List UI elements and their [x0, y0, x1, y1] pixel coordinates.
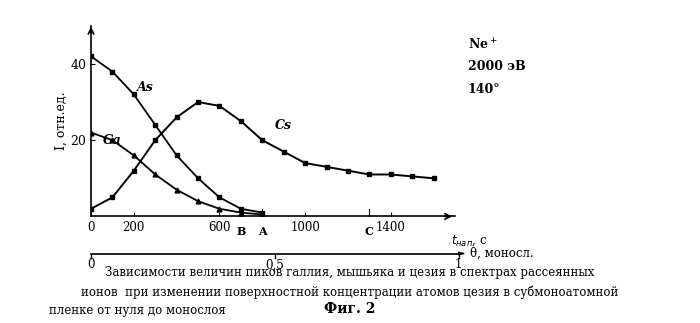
Text: ионов  при изменении поверхностной концентрации атомов цезия в субмоноатомной: ионов при изменении поверхностной концен… — [81, 285, 619, 299]
Text: B: B — [236, 226, 246, 237]
Text: As: As — [137, 81, 154, 94]
Text: A: A — [258, 226, 267, 237]
Text: 0,5: 0,5 — [265, 258, 284, 271]
Text: Cs: Cs — [275, 119, 292, 132]
Text: 2000 эВ: 2000 эВ — [468, 60, 526, 73]
Text: 0: 0 — [88, 258, 94, 271]
Text: 1: 1 — [455, 258, 462, 271]
Text: пленке от нуля до монослоя: пленке от нуля до монослоя — [49, 304, 225, 317]
Text: θ, моносл.: θ, моносл. — [470, 247, 533, 260]
Text: Ga: Ga — [103, 134, 122, 147]
Text: Фиг. 2: Фиг. 2 — [324, 302, 376, 316]
Y-axis label: I, отн.ед.: I, отн.ед. — [55, 92, 67, 151]
Text: Ne$^+$: Ne$^+$ — [468, 37, 498, 53]
Text: C: C — [365, 226, 374, 237]
Text: 140°: 140° — [468, 83, 500, 96]
Text: $t_{нап}$, с: $t_{нап}$, с — [451, 234, 487, 248]
Text: Зависимости величин пиков галлия, мышьяка и цезия в спектрах рассеянных: Зависимости величин пиков галлия, мышьяк… — [105, 266, 595, 279]
